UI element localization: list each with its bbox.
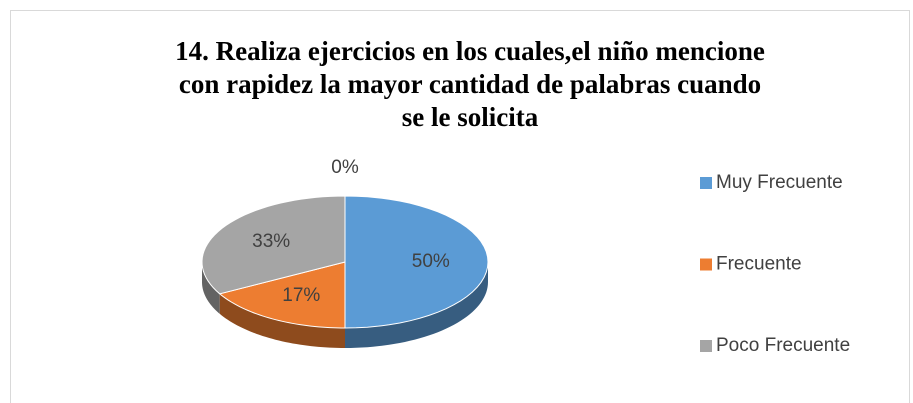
legend-label: Frecuente bbox=[716, 254, 802, 275]
legend-label: Muy Frecuente bbox=[716, 172, 843, 193]
chart-title: se le solicita bbox=[402, 102, 539, 132]
chart-title: 14. Realiza ejercicios en los cuales,el … bbox=[175, 36, 765, 66]
legend-swatch bbox=[700, 258, 712, 271]
pie-slice bbox=[201, 195, 346, 295]
pie-side bbox=[345, 262, 488, 348]
pie-slice bbox=[344, 195, 489, 329]
data-label: 0% bbox=[331, 157, 359, 178]
legend-swatch bbox=[700, 177, 712, 189]
data-label: 33% bbox=[252, 231, 290, 252]
data-label: 50% bbox=[412, 251, 450, 272]
chart-border bbox=[10, 10, 910, 403]
chart-title: con rapidez la mayor cantidad de palabra… bbox=[179, 69, 761, 99]
legend-label: Poco Frecuente bbox=[716, 335, 850, 356]
legend-swatch bbox=[700, 340, 712, 352]
data-label: 17% bbox=[282, 285, 320, 306]
pie-side bbox=[219, 293, 345, 348]
pie-side bbox=[202, 262, 220, 314]
pie-slice bbox=[218, 261, 346, 329]
